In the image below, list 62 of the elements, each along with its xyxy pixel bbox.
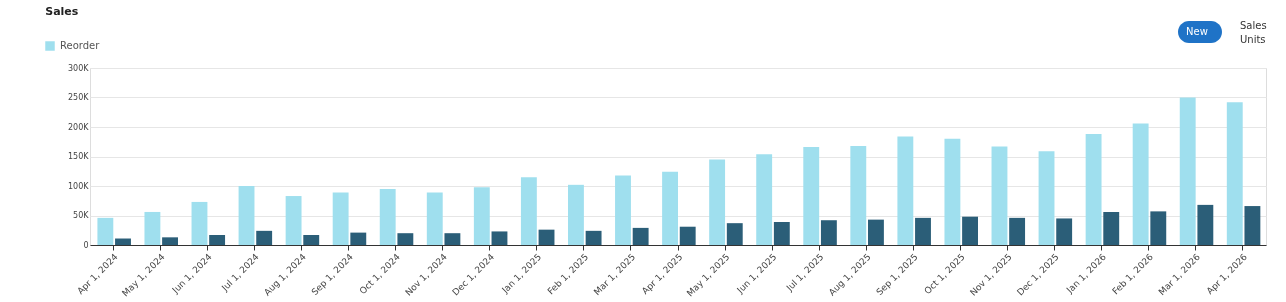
bar [520, 177, 537, 245]
bar [444, 233, 461, 245]
bar [1226, 102, 1243, 245]
bar [191, 201, 208, 245]
bar [303, 234, 320, 245]
bar [538, 229, 555, 245]
bar [709, 159, 726, 245]
bar [1179, 97, 1196, 245]
bar [97, 217, 114, 245]
y-tick-label: 250K [67, 93, 90, 102]
bar [915, 217, 931, 245]
y-tick-label: 300K [67, 63, 90, 73]
bar [162, 237, 178, 245]
text: Sales [1240, 20, 1267, 31]
bar [679, 226, 696, 245]
bar [820, 220, 837, 245]
bar [1009, 217, 1026, 245]
bar [397, 233, 414, 245]
bar [726, 223, 743, 245]
y-tick-label: 0 [83, 240, 89, 250]
bar [256, 230, 273, 245]
bar [585, 230, 602, 245]
bar [1038, 151, 1055, 245]
bar [803, 147, 820, 245]
bar [662, 171, 678, 245]
bar [491, 231, 508, 245]
bar [868, 219, 884, 245]
bar [332, 192, 349, 245]
y-tick-label: 50K [73, 211, 90, 220]
bar [426, 192, 443, 245]
bar [991, 146, 1008, 245]
bar [773, 221, 790, 245]
bar [144, 211, 161, 245]
bar [379, 188, 396, 245]
legend-label: Reorder [60, 40, 101, 51]
bar [1132, 123, 1149, 245]
bar [756, 154, 773, 245]
bar [238, 186, 255, 245]
text: Units [1240, 34, 1266, 45]
chart-title: Sales [45, 5, 79, 18]
bar [1197, 204, 1214, 245]
bar [1244, 206, 1261, 245]
bar [897, 136, 914, 245]
bar [944, 138, 961, 245]
bar [1103, 211, 1120, 245]
y-tick-label: 150K [67, 152, 90, 161]
y-tick-label: 200K [67, 122, 90, 132]
bar [568, 184, 584, 245]
bar [285, 196, 302, 245]
bar [209, 234, 226, 245]
bar [1056, 218, 1073, 245]
bar [1085, 134, 1102, 245]
bar [115, 238, 131, 245]
bar [350, 232, 367, 245]
bar [850, 145, 867, 245]
bar [615, 175, 631, 245]
bar [962, 216, 978, 245]
bar [632, 227, 649, 245]
text: New [1186, 26, 1208, 37]
y-tick-label: 100K [67, 181, 90, 191]
bar [473, 187, 490, 245]
bar [1150, 211, 1167, 245]
